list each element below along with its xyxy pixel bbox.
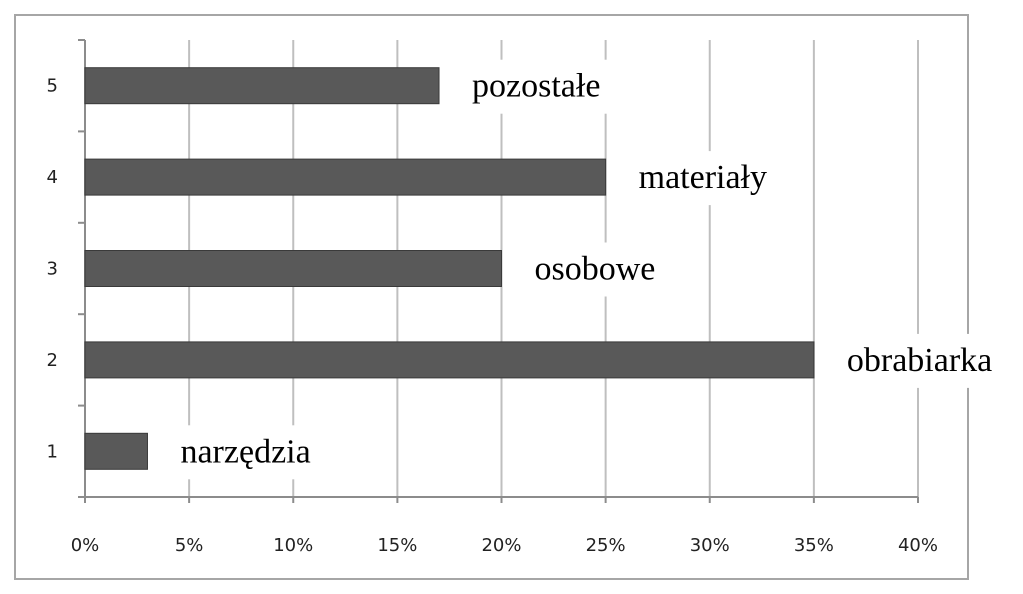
- x-tick-label-1: 5%: [175, 535, 204, 556]
- x-tick-label-3: 15%: [377, 535, 417, 556]
- bar-label-5: pozostałe: [472, 68, 600, 105]
- bar-label-bg-1: [172, 425, 322, 480]
- category-label-3: 3: [47, 259, 58, 280]
- category-labels: 1 2 3 4 5: [47, 76, 58, 463]
- x-tick-label-5: 25%: [586, 535, 626, 556]
- category-label-1: 1: [47, 441, 58, 462]
- bar-2: [84, 341, 815, 379]
- bar-label-2: obrabiarka: [847, 342, 992, 379]
- bars: [84, 67, 815, 470]
- bar-3: [84, 250, 502, 287]
- bar-label-3: osobowe: [535, 251, 656, 288]
- x-tick-label-0: 0%: [71, 535, 100, 556]
- bar-label-bg-2: [838, 333, 1003, 388]
- bar-1: [84, 432, 148, 470]
- bar-4: [84, 158, 607, 196]
- bar-labels: narzędzia obrabiarka osobowe materiały pozos…: [172, 59, 1003, 480]
- bar-label-1: narzędzia: [180, 433, 310, 470]
- category-label-2: 2: [47, 350, 58, 371]
- bar-label-4: materiały: [639, 159, 767, 196]
- x-tick-label-4: 20%: [481, 535, 521, 556]
- category-label-4: 4: [47, 167, 58, 188]
- category-label-5: 5: [47, 76, 58, 97]
- x-tick-label-7: 35%: [794, 535, 834, 556]
- x-tick-label-2: 10%: [273, 535, 313, 556]
- x-tick-label-6: 30%: [690, 535, 730, 556]
- bar-label-bg-3: [526, 242, 646, 297]
- x-tick-labels: 0% 5% 10% 15% 20% 25% 30% 35% 40%: [71, 535, 938, 556]
- x-tick-label-8: 40%: [898, 535, 938, 556]
- bar-5: [84, 67, 440, 105]
- bar-label-bg-4: [630, 151, 780, 206]
- bar-label-bg-5: [464, 59, 614, 114]
